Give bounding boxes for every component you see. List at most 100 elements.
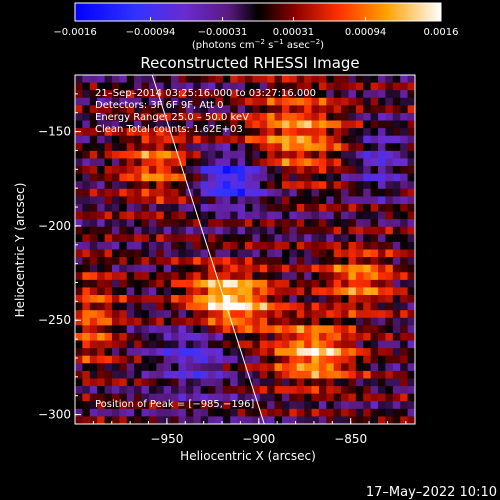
heatmap-cell: [215, 181, 224, 190]
heatmap-cell: [392, 97, 401, 106]
heatmap-cell: [378, 310, 387, 319]
heatmap-cell: [222, 158, 231, 167]
heatmap-cell: [267, 188, 276, 197]
heatmap-cell: [348, 226, 357, 235]
heatmap-cell: [215, 188, 224, 197]
heatmap-cell: [141, 295, 150, 304]
heatmap-cell: [119, 370, 128, 380]
heatmap-cell: [171, 279, 180, 289]
heatmap-cell: [245, 219, 253, 228]
heatmap-cell: [296, 226, 305, 235]
heatmap-cell: [370, 181, 379, 190]
heatmap-cell: [134, 97, 143, 106]
heatmap-cell: [97, 348, 106, 357]
heatmap-cell: [75, 264, 83, 273]
heatmap-cell: [267, 173, 276, 182]
heatmap-cell: [296, 325, 305, 334]
heatmap-cell: [200, 150, 209, 160]
heatmap-cell: [119, 226, 128, 235]
heatmap-cell: [119, 355, 128, 364]
heatmap-cell: [222, 295, 231, 304]
heatmap-cell: [333, 416, 342, 424]
heatmap-cell: [237, 241, 246, 251]
heatmap-cell: [82, 203, 91, 213]
heatmap-cell: [378, 295, 387, 304]
heatmap-cell: [215, 173, 224, 182]
heatmap-cell: [318, 166, 327, 175]
heatmap-cell: [111, 203, 120, 213]
heatmap-cell: [230, 203, 239, 213]
heatmap-cell: [318, 325, 327, 334]
heatmap-cell: [363, 188, 372, 197]
heatmap-cell: [156, 416, 165, 424]
heatmap-cell: [363, 302, 372, 311]
heatmap-cell: [171, 363, 180, 372]
heatmap-cell: [407, 348, 415, 357]
heatmap-cell: [141, 317, 150, 326]
heatmap-cell: [178, 302, 187, 311]
heatmap-cell: [75, 416, 83, 424]
heatmap-cell: [281, 75, 290, 84]
heatmap-cell: [111, 378, 120, 387]
heatmap-cell: [378, 188, 387, 197]
heatmap-cell: [215, 408, 224, 418]
heatmap-cell: [355, 112, 364, 122]
heatmap-cell: [333, 310, 342, 319]
heatmap-cell: [193, 120, 202, 129]
heatmap-cell: [104, 128, 113, 137]
y-axis-label: Heliocentric Y (arcsec): [13, 183, 27, 318]
heatmap-cell: [304, 325, 313, 334]
heatmap-cell: [156, 211, 165, 220]
heatmap-cell: [289, 279, 298, 289]
heatmap-cell: [259, 219, 268, 228]
heatmap-cell: [370, 120, 379, 129]
heatmap-cell: [185, 340, 194, 349]
heatmap-cell: [245, 241, 253, 251]
heatmap-cell: [311, 143, 320, 152]
heatmap-cell: [267, 219, 276, 228]
heatmap-cell: [341, 211, 350, 220]
heatmap-cell: [289, 219, 298, 228]
heatmap-cell: [97, 355, 106, 364]
heatmap-cell: [178, 249, 187, 258]
heatmap-cell: [134, 317, 143, 326]
heatmap-cell: [274, 135, 283, 144]
heatmap-cell: [82, 279, 91, 289]
heatmap-cell: [215, 135, 224, 144]
heatmap-cell: [89, 90, 98, 99]
heatmap-cell: [163, 150, 172, 160]
heatmap-cell: [363, 401, 372, 410]
heatmap-cell: [156, 181, 165, 190]
heatmap-cell: [326, 249, 335, 258]
heatmap-cell: [304, 257, 313, 266]
heatmap-cell: [400, 97, 409, 106]
heatmap-cell: [156, 332, 165, 342]
heatmap-cell: [370, 332, 379, 342]
heatmap-cell: [75, 120, 83, 129]
heatmap-cell: [341, 173, 350, 182]
heatmap-cell: [407, 416, 415, 424]
heatmap-cell: [89, 135, 98, 144]
heatmap-cell: [111, 393, 120, 402]
heatmap-cell: [193, 105, 202, 114]
heatmap-cell: [89, 401, 98, 410]
heatmap-cell: [97, 166, 106, 175]
heatmap-cell: [111, 128, 120, 137]
heatmap-cell: [259, 249, 268, 258]
heatmap-cell: [296, 370, 305, 380]
heatmap-cell: [296, 317, 305, 326]
heatmap-cell: [237, 249, 246, 258]
heatmap-cell: [156, 408, 165, 418]
heatmap-cell: [245, 264, 253, 273]
heatmap-cell: [267, 211, 276, 220]
heatmap-cell: [289, 408, 298, 418]
heatmap-cell: [252, 203, 261, 213]
heatmap-cell: [245, 234, 253, 243]
heatmap-cell: [245, 128, 253, 137]
heatmap-cell: [245, 181, 253, 190]
heatmap-cell: [126, 272, 135, 281]
heatmap-cell: [97, 188, 106, 197]
heatmap-cell: [163, 241, 172, 251]
heatmap-cell: [341, 188, 350, 197]
heatmap-cell: [274, 302, 283, 311]
